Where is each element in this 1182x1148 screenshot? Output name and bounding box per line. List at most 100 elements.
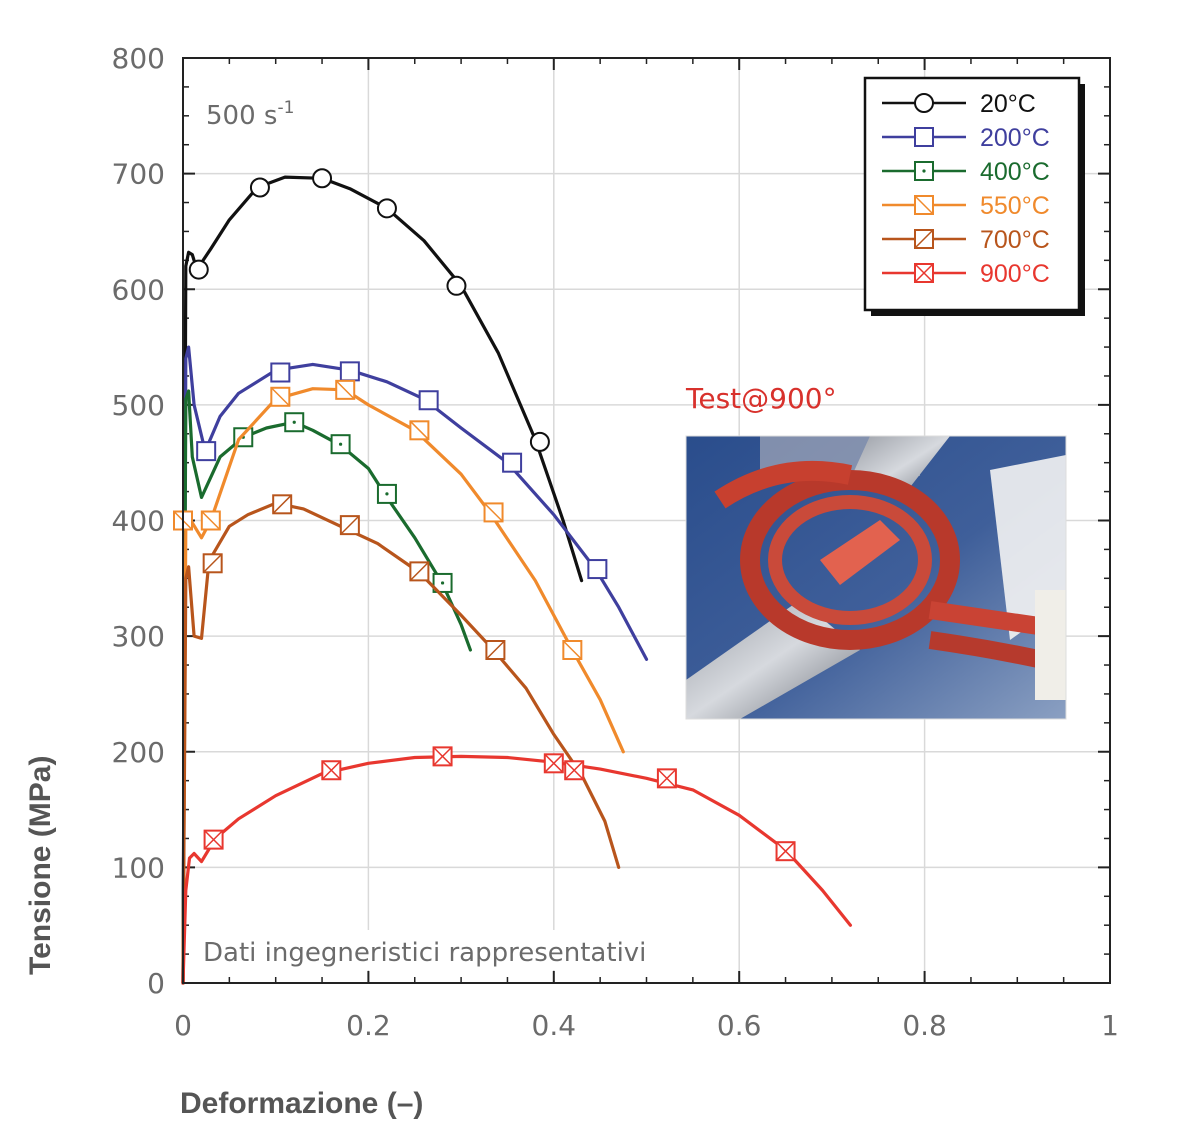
legend-label: 200°C: [980, 124, 1050, 152]
data-point: [529, 431, 550, 452]
data-point: [485, 640, 506, 660]
series-line: [181, 175, 584, 985]
plot-frame: [182, 57, 1111, 984]
legend-label: 20°C: [980, 90, 1036, 118]
marker-shape: [914, 93, 934, 113]
marker-diagonal: [409, 420, 429, 440]
marker-diagonal: [409, 561, 429, 581]
marker-shape: [418, 390, 439, 411]
note-backdrop: [198, 930, 698, 970]
marker-dot: [338, 442, 343, 446]
series-700c: [181, 494, 621, 985]
legend-label: 550°C: [980, 192, 1050, 220]
data-point: [446, 275, 467, 296]
data-point: [564, 760, 585, 781]
series-550c: [173, 379, 625, 985]
marker-shape: [188, 259, 209, 280]
marker-diagonal: [270, 387, 290, 407]
marker-diagonal: [562, 640, 582, 660]
marker-shape: [502, 452, 523, 473]
data-point: [376, 198, 397, 219]
y-tick-label: 800: [112, 42, 165, 75]
data-point: [587, 559, 608, 580]
data-point: [270, 386, 291, 407]
data-point: [432, 572, 453, 593]
legend-item: 900°C: [882, 260, 1050, 288]
marker-shape: [312, 168, 333, 189]
legend-item: 400°C: [882, 158, 1050, 186]
data-point: [188, 259, 209, 280]
data-point: [543, 753, 564, 774]
data-point: [284, 412, 305, 433]
y-tick-label: 400: [112, 505, 165, 538]
data-point: [202, 553, 223, 574]
data-point: [656, 768, 677, 789]
marker-diagonal: [203, 553, 223, 573]
legend-marker: [914, 127, 934, 147]
y-tick-label: 300: [112, 620, 165, 653]
data-point: [196, 441, 217, 462]
series-20c: [181, 168, 584, 985]
marker-diagonal: [914, 229, 934, 249]
data-point: [200, 510, 221, 531]
data-point: [249, 177, 270, 198]
data-point: [483, 502, 504, 523]
x-tick-label: 0.4: [532, 1009, 577, 1042]
x-tick-label: 1: [1101, 1009, 1119, 1042]
marker-diagonal: [914, 263, 934, 283]
x-tick-label: 0.2: [346, 1009, 391, 1042]
legend-item: 20°C: [882, 90, 1036, 118]
data-point: [272, 494, 293, 515]
marker-dot: [440, 581, 445, 585]
y-tick-label: 700: [112, 158, 165, 191]
legend-item: 200°C: [882, 124, 1050, 152]
marker-shape: [270, 362, 291, 383]
marker-diagonal: [321, 760, 341, 780]
legend: 20°C 200°C 400°C 550°C 700°C 900°C: [863, 76, 1085, 316]
series-line: [181, 501, 621, 985]
marker-diagonal: [433, 746, 453, 766]
data-point: [376, 483, 397, 504]
marker-shape: [529, 431, 550, 452]
y-tick-label: 100: [112, 851, 165, 884]
marker-shape: [339, 361, 360, 382]
marker-diagonal: [201, 510, 221, 531]
marker-dot: [292, 420, 296, 424]
strain-rate-label: 500 s-1: [206, 98, 294, 131]
legend-marker: [914, 263, 934, 283]
data-point: [270, 362, 291, 383]
series-400c: [181, 389, 472, 985]
data-point: [330, 434, 351, 455]
series-200c: [181, 345, 649, 985]
marker-shape: [376, 198, 397, 219]
data-point: [409, 420, 430, 441]
marker-diagonal: [272, 494, 292, 514]
marker-diagonal: [485, 640, 505, 660]
data-point: [418, 390, 439, 411]
data-point: [335, 379, 356, 400]
data-point: [562, 640, 583, 660]
series-line: [181, 345, 649, 985]
marker-diagonal: [484, 502, 504, 522]
series-layer: [173, 168, 852, 985]
data-point: [339, 515, 360, 536]
y-axis-title: Tensione (MPa): [24, 756, 57, 975]
marker-diagonal: [914, 195, 934, 215]
marker-diagonal: [204, 830, 224, 850]
marker-diagonal: [340, 515, 360, 535]
x-axis-title: Deformazione (–): [180, 1087, 423, 1120]
y-tick-labels: 0 100 200 300 400 500 600 700 800: [112, 42, 165, 1000]
marker-shape: [196, 441, 217, 462]
y-tick-label: 600: [112, 273, 165, 306]
x-tick-label: 0.8: [902, 1009, 947, 1042]
marker-shape: [249, 177, 270, 198]
y-tick-label: 200: [112, 736, 165, 769]
data-point: [339, 361, 360, 382]
legend-marker: [914, 229, 934, 249]
data-point: [203, 829, 224, 850]
y-tick-label: 500: [112, 389, 165, 422]
legend-box: [863, 76, 1081, 312]
x-tick-label: 0: [174, 1009, 192, 1042]
legend-marker: [914, 195, 934, 215]
